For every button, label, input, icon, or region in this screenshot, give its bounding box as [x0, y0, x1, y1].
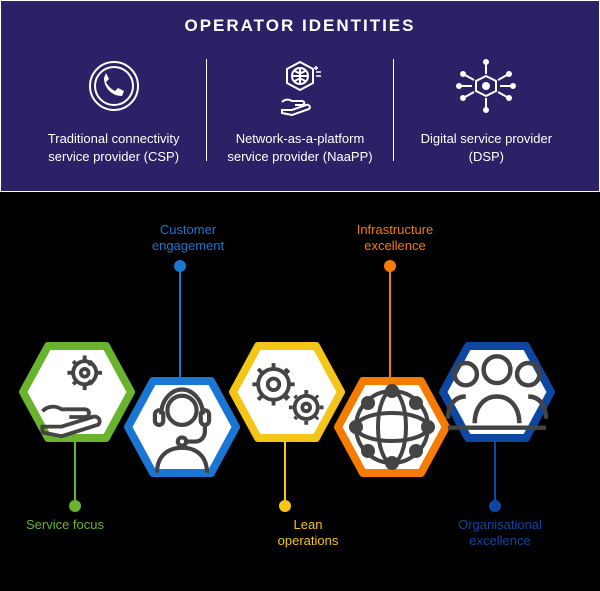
identity-naapp: Network-as-a-platform service provider (…: [207, 54, 392, 166]
people-group-icon: [439, 342, 555, 442]
identity-row: Traditional connectivity service provide…: [21, 54, 579, 166]
connector-line: [494, 440, 496, 504]
hexagon: [334, 377, 450, 477]
connector-dot: [489, 500, 501, 512]
chip-network-icon: [455, 54, 517, 118]
hex-lean-operations: [227, 342, 347, 442]
panel-title: OPERATOR IDENTITIES: [21, 16, 579, 36]
hex-label: Customer engagement: [128, 222, 248, 253]
identity-label: Digital service provider (DSP): [404, 130, 569, 166]
hexagon: [229, 342, 345, 442]
connector-dot: [384, 260, 396, 272]
hex-label: Infrastructure excellence: [335, 222, 455, 253]
identity-label: Traditional connectivity service provide…: [31, 130, 196, 166]
headset-person-icon: [124, 377, 240, 477]
connector-dot: [279, 500, 291, 512]
gear-hand-icon: [19, 342, 135, 442]
hex-label: Service focus: [5, 517, 125, 533]
connector-dot: [69, 500, 81, 512]
hexagon: [19, 342, 135, 442]
connector-line: [389, 266, 391, 381]
hex-label: Lean operations: [248, 517, 368, 548]
operator-identities-panel: OPERATOR IDENTITIES Traditional connecti…: [0, 0, 600, 192]
identity-label: Network-as-a-platform service provider (…: [217, 130, 382, 166]
globe-hand-icon: [270, 54, 330, 118]
phone-ring-icon: [86, 54, 142, 118]
hex-customer-engagement: [122, 377, 242, 477]
identity-dsp: Digital service provider (DSP): [394, 54, 579, 166]
double-gear-icon: [229, 342, 345, 442]
connector-dot: [174, 260, 186, 272]
hexagon-row: Service focus Customer engagement Lean o…: [0, 222, 600, 552]
globe-grid-icon: [334, 377, 450, 477]
hex-service-focus: [17, 342, 137, 442]
hexagon: [124, 377, 240, 477]
connector-line: [179, 266, 181, 381]
hex-organisational-excellence: [437, 342, 557, 442]
hex-infrastructure-excellence: [332, 377, 452, 477]
hex-label: Organisational excellence: [440, 517, 560, 548]
hexagon: [439, 342, 555, 442]
connector-line: [74, 440, 76, 504]
identity-csp: Traditional connectivity service provide…: [21, 54, 206, 166]
connector-line: [284, 440, 286, 504]
